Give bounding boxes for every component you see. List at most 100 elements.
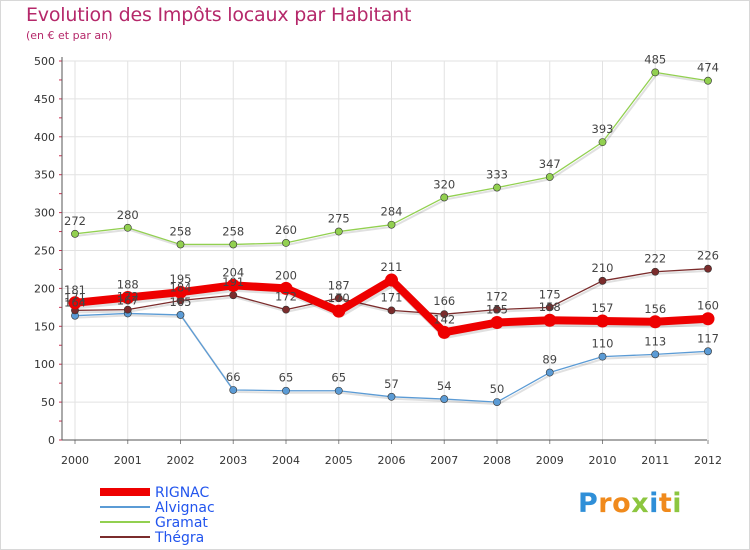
data-label: 210 xyxy=(592,261,614,275)
data-label: 89 xyxy=(542,353,557,367)
y-tick-label: 500 xyxy=(34,55,55,68)
data-label: 188 xyxy=(117,277,139,291)
data-point xyxy=(387,392,396,401)
data-label: 155 xyxy=(486,303,508,317)
data-point xyxy=(440,193,449,202)
series-shadow xyxy=(76,314,710,406)
data-point xyxy=(334,294,343,303)
x-tick-label: 2009 xyxy=(536,454,564,467)
logo-letter: o xyxy=(612,488,632,519)
data-label: 113 xyxy=(644,334,666,348)
data-label: 191 xyxy=(222,275,244,289)
data-point xyxy=(543,313,557,327)
y-tick-label: 350 xyxy=(34,169,55,182)
data-label: 204 xyxy=(222,265,244,279)
data-point xyxy=(279,281,293,295)
x-tick-label: 2000 xyxy=(61,454,89,467)
data-point xyxy=(440,310,449,319)
data-point xyxy=(282,386,290,395)
data-label: 57 xyxy=(384,377,399,391)
data-point xyxy=(385,273,398,287)
data-label: 272 xyxy=(64,214,86,228)
data-point xyxy=(648,315,662,329)
data-point xyxy=(493,305,501,314)
data-point xyxy=(334,386,343,395)
x-tick-label: 2002 xyxy=(167,454,195,467)
data-point xyxy=(651,68,660,77)
y-tick-label: 150 xyxy=(34,320,55,333)
data-label: 181 xyxy=(64,283,86,297)
data-point xyxy=(176,311,185,319)
data-point xyxy=(704,347,712,356)
data-label: 54 xyxy=(437,379,452,393)
legend-label: Alvignac xyxy=(155,500,215,516)
x-tick-label: 2006 xyxy=(378,454,406,467)
data-label: 211 xyxy=(381,260,403,274)
data-point xyxy=(282,239,290,247)
series-shadow xyxy=(76,73,710,248)
data-point xyxy=(282,305,290,314)
logo-letter: i xyxy=(649,488,659,519)
y-tick-label: 400 xyxy=(34,131,55,144)
x-tick-label: 2001 xyxy=(114,454,142,467)
data-point xyxy=(440,395,449,403)
data-point xyxy=(387,220,396,229)
data-point xyxy=(651,267,660,276)
data-point xyxy=(545,173,554,181)
data-label: 165 xyxy=(170,295,192,309)
data-point xyxy=(123,223,132,232)
y-tick-label: 200 xyxy=(34,282,55,295)
data-point xyxy=(437,325,451,339)
data-point xyxy=(704,264,712,273)
data-label: 142 xyxy=(433,312,455,326)
data-point xyxy=(701,312,715,326)
data-label: 158 xyxy=(539,300,561,314)
chart-title: Evolution des Impôts locaux par Habitant xyxy=(26,4,412,26)
data-label: 166 xyxy=(433,294,455,308)
data-label: 175 xyxy=(539,287,561,301)
data-label: 200 xyxy=(275,268,297,282)
data-label: 474 xyxy=(697,61,719,75)
data-label: 485 xyxy=(644,52,666,66)
data-point xyxy=(229,240,238,249)
proxiti-logo: Proxiti xyxy=(578,488,682,519)
data-point xyxy=(71,229,79,238)
data-point xyxy=(229,386,238,394)
data-label: 275 xyxy=(328,212,350,226)
data-point xyxy=(596,314,609,328)
x-tick-label: 2003 xyxy=(219,454,247,467)
data-label: 172 xyxy=(486,290,508,304)
data-label: 184 xyxy=(170,281,192,295)
data-point xyxy=(229,291,238,300)
data-label: 258 xyxy=(170,224,192,238)
y-tick-label: 450 xyxy=(34,93,55,106)
data-label: 167 xyxy=(117,293,139,307)
data-point xyxy=(598,352,607,361)
series-gramat xyxy=(71,68,712,249)
chart-subtitle: (en € et par an) xyxy=(26,29,113,42)
x-tick-label: 2008 xyxy=(483,454,511,467)
data-point xyxy=(226,278,240,292)
logo-letter: x xyxy=(631,488,650,519)
logo-letter: t xyxy=(658,488,673,519)
data-point xyxy=(123,305,132,314)
data-point xyxy=(334,227,343,236)
data-label: 195 xyxy=(170,272,192,286)
data-label: 65 xyxy=(279,371,294,385)
data-point xyxy=(490,316,504,330)
data-label: 222 xyxy=(644,252,666,266)
data-label: 117 xyxy=(697,331,719,345)
x-tick-label: 2007 xyxy=(430,454,458,467)
x-tick-label: 2011 xyxy=(641,454,669,467)
data-label: 172 xyxy=(275,290,297,304)
data-point xyxy=(174,285,187,299)
data-label: 258 xyxy=(222,224,244,238)
legend-label: RIGNAC xyxy=(155,485,210,501)
logo-letter: r xyxy=(598,488,613,519)
y-tick-label: 50 xyxy=(41,396,55,409)
x-tick-label: 2012 xyxy=(694,454,722,467)
legend-label: Gramat xyxy=(155,515,208,531)
